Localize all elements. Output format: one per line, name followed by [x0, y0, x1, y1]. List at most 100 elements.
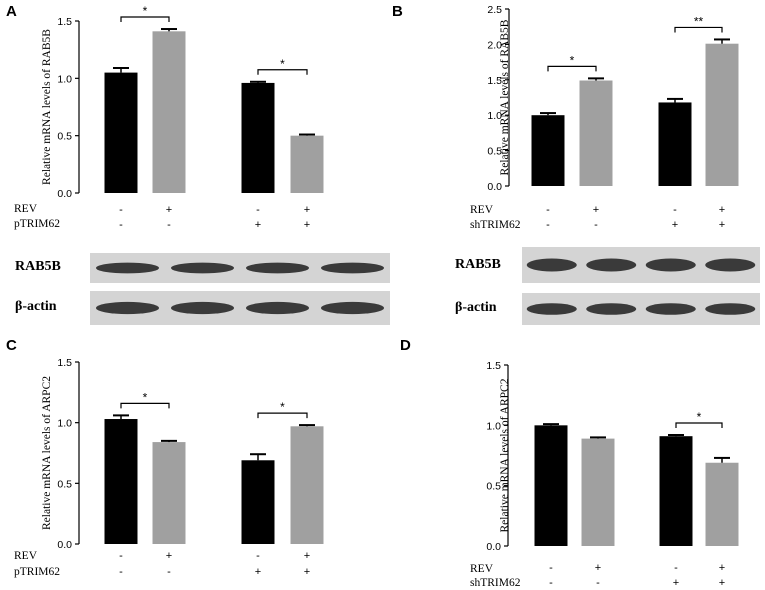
- panel-b-blot-band: [526, 258, 577, 272]
- panel-a-y-tick-label: 0.5: [57, 131, 72, 143]
- panel-b-significance-label: *: [570, 53, 575, 67]
- panel-a-bar: [104, 72, 138, 193]
- panel-d-y-tick-label: 1.0: [486, 420, 501, 432]
- panel-b-blot-label: RAB5B: [455, 257, 501, 272]
- panel-b-y-tick-label: 0.0: [487, 181, 502, 193]
- panel-c-condition-sign: -: [119, 566, 123, 578]
- panel-a-condition-sign: -: [119, 204, 123, 216]
- panel-d-y-tick-label: 1.5: [486, 360, 501, 372]
- panel-a-blot-label: β-actin: [15, 299, 57, 314]
- panel-a-significance-bracket: [257, 69, 308, 75]
- panel-b-y-tick-label: 1.5: [487, 75, 502, 87]
- panel-b-bar: [579, 80, 613, 186]
- panel-c-condition-sign: +: [255, 566, 261, 578]
- panel-d-y-axis-label: Relative mRNA levels of ARPC2: [499, 378, 511, 532]
- panel-c-bar: [104, 419, 138, 544]
- panel-a-blot-band: [246, 301, 309, 315]
- panel-d-condition-sign: -: [549, 562, 553, 574]
- panel-b-condition-sign: -: [546, 204, 550, 216]
- panel-b-bar: [658, 102, 692, 186]
- panel-b-condition-sign: -: [594, 219, 598, 231]
- panel-c-row-label: REV: [14, 550, 38, 562]
- panel-a-condition-sign: -: [119, 219, 123, 231]
- panel-a-condition-sign: -: [167, 219, 171, 231]
- panel-b-blot-band: [586, 258, 637, 272]
- panel-c-y-tick-label: 0.0: [57, 539, 72, 551]
- panel-a-y-tick-label: 1.0: [57, 73, 72, 85]
- panel-b-blot-band: [586, 303, 637, 315]
- panel-a-blot-band: [246, 262, 309, 274]
- panel-letter-c: C: [6, 337, 17, 354]
- panel-a-row-label: REV: [14, 203, 38, 215]
- panel-c-significance-bracket: [120, 402, 170, 409]
- panel-b-y-tick-label: 2.0: [487, 39, 502, 51]
- panel-a-blot-band: [321, 301, 384, 315]
- panel-letter-d: D: [400, 337, 411, 354]
- panel-a-blot-band: [96, 262, 159, 274]
- panel-b-condition-sign: +: [593, 204, 599, 216]
- panel-d-significance-bracket: [675, 422, 723, 428]
- panel-b-y-tick-label: 0.5: [487, 146, 502, 158]
- panel-a-bar: [152, 31, 186, 193]
- panel-d-bar: [705, 462, 739, 546]
- panel-b-blot-label: β-actin: [455, 300, 497, 315]
- panel-b-bar: [531, 115, 565, 186]
- panel-c-significance-bracket: [257, 412, 308, 419]
- panel-d-row-label: shTRIM62: [470, 577, 521, 589]
- panel-a-significance-bracket: [120, 16, 170, 23]
- panel-b-blot-band: [645, 258, 696, 272]
- panel-c-condition-sign: +: [304, 566, 310, 578]
- panel-c-bar: [241, 460, 275, 544]
- panel-d-bar: [581, 438, 615, 546]
- panel-c-condition-sign: -: [256, 550, 260, 562]
- panel-b-blot-band: [705, 303, 756, 315]
- panel-b-condition-sign: -: [673, 204, 677, 216]
- panel-a-blot-label: RAB5B: [15, 259, 61, 274]
- panel-d-condition-sign: +: [673, 577, 679, 589]
- panel-b-row-label: REV: [470, 204, 494, 216]
- panel-a-bar: [290, 135, 324, 193]
- panel-b-row-label: shTRIM62: [470, 219, 521, 231]
- panel-d-condition-sign: +: [719, 562, 725, 574]
- panel-a-condition-sign: +: [166, 204, 172, 216]
- panel-d-condition-sign: +: [719, 577, 725, 589]
- panel-d-significance-label: *: [697, 410, 702, 424]
- panel-b-y-tick-label: 1.0: [487, 110, 502, 122]
- panel-b-blot-band: [645, 303, 696, 315]
- panel-a-bar: [241, 82, 275, 193]
- panel-c-y-tick-label: 0.5: [57, 478, 72, 490]
- panel-a-significance-label: *: [280, 57, 285, 71]
- panel-a-condition-sign: +: [304, 219, 310, 231]
- panel-d-y-tick-label: 0.5: [486, 481, 501, 493]
- panel-c-condition-sign: -: [167, 566, 171, 578]
- panel-b-blot-band: [705, 258, 756, 272]
- panel-b-y-tick-label: 2.5: [487, 4, 502, 16]
- panel-d-condition-sign: -: [674, 562, 678, 574]
- panel-b-condition-sign: +: [719, 219, 725, 231]
- panel-b-condition-sign: +: [719, 204, 725, 216]
- panel-a-condition-sign: +: [304, 204, 310, 216]
- panel-c-bar: [290, 426, 324, 544]
- panel-d-bar: [534, 425, 568, 546]
- panel-c-significance-label: *: [280, 400, 285, 414]
- panel-b-significance-bracket: [674, 26, 723, 33]
- panel-a-blot-band: [171, 262, 234, 274]
- panel-c-condition-sign: +: [304, 550, 310, 562]
- panel-b-y-axis-label: Relative mRNA levels of RAB5B: [499, 19, 511, 175]
- panel-a-row-label: pTRIM62: [14, 218, 60, 230]
- panel-b-blot-band: [526, 303, 577, 315]
- panel-b-condition-sign: +: [672, 219, 678, 231]
- panel-c-y-tick-label: 1.5: [57, 357, 72, 369]
- panel-a-condition-sign: -: [256, 204, 260, 216]
- panel-letter-b: B: [392, 3, 403, 20]
- panel-c-condition-sign: -: [119, 550, 123, 562]
- panel-d-condition-sign: -: [549, 577, 553, 589]
- panel-c-condition-sign: +: [166, 550, 172, 562]
- panel-d-bar: [659, 436, 693, 546]
- panel-b-significance-label: **: [694, 14, 704, 28]
- panel-c-bar: [152, 442, 186, 544]
- panel-d-condition-sign: +: [595, 562, 601, 574]
- panel-c-row-label: pTRIM62: [14, 566, 60, 578]
- panel-b-bar: [705, 43, 739, 186]
